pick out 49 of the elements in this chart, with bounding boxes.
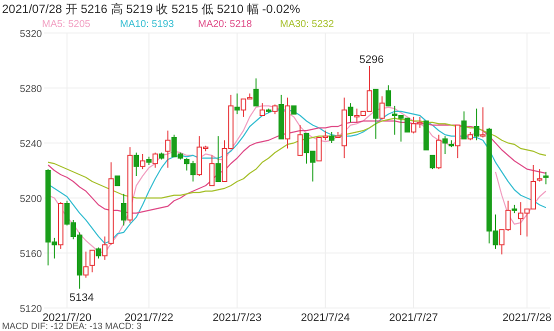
- candlestick: [328, 132, 334, 144]
- text: MA5: 5205: [42, 19, 91, 30]
- candlestick: [114, 176, 120, 186]
- text: MACD DIF: -12 DEA: -13 MACD: 3: [2, 321, 142, 331]
- candlestick: [102, 236, 108, 260]
- x-tick-label: 2021/7/22: [124, 312, 174, 324]
- candlestick: [272, 104, 278, 115]
- candlestick: [442, 136, 448, 154]
- candlestick: [90, 250, 95, 273]
- candlestick: [474, 108, 480, 141]
- y-tick-label: 5320: [20, 29, 42, 40]
- candlestick: [96, 247, 102, 259]
- annotation: 5296: [359, 54, 384, 66]
- y-tick-label: 5200: [20, 194, 42, 205]
- candlestick: [543, 171, 549, 185]
- candlestick: [348, 102, 354, 123]
- candlestick: [140, 154, 146, 170]
- x-tick-label: 2021/7/20: [42, 312, 92, 324]
- candlestick: [216, 136, 221, 182]
- candlestick: [134, 152, 140, 176]
- candlestick: [165, 130, 171, 168]
- annotation: 5134: [69, 292, 94, 304]
- candlestick: [430, 154, 436, 170]
- candlestick: [386, 84, 392, 106]
- candlestick: [253, 78, 259, 106]
- candlestick: [260, 102, 266, 116]
- candlestick: [536, 168, 542, 182]
- candlestick: [209, 154, 215, 186]
- x-tick-label: 2021/7/23: [212, 312, 262, 324]
- candlestick: [461, 110, 467, 140]
- chart-title: 2021/07/28 开 5216 高 5219 收 5215 低 5210 幅 -0.02%: [2, 2, 301, 16]
- y-tick-label: 5240: [20, 139, 42, 150]
- x-tick-label: 2021/7/27: [389, 312, 438, 324]
- x-tick-label: 2021/7/24: [300, 312, 350, 324]
- candlestick: [297, 124, 303, 156]
- candlestick: [234, 93, 240, 115]
- text: MA10: 5193: [120, 19, 174, 30]
- y-tick-label: 5160: [20, 249, 42, 260]
- text: MA30: 5232: [280, 19, 334, 30]
- candlestick: [152, 152, 158, 168]
- y-tick-label: 5280: [20, 84, 42, 95]
- x-tick-label: 2021/7/28: [502, 312, 552, 324]
- candlestick: [480, 106, 486, 138]
- candlestick: [121, 193, 126, 226]
- y-tick-label: 5120: [20, 304, 42, 315]
- candlestick: [379, 96, 385, 120]
- candlestick: [83, 251, 89, 278]
- candlestick: [454, 124, 460, 159]
- text: MA20: 5218: [198, 19, 252, 30]
